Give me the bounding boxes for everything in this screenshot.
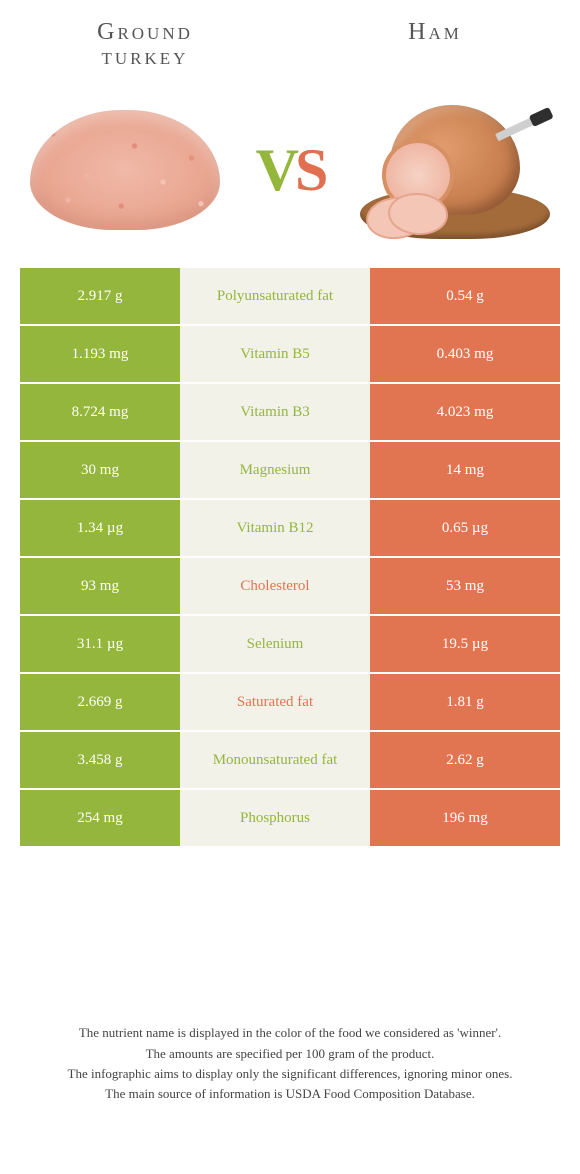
header: Ground turkey Ham (0, 0, 580, 80)
right-value-cell: 2.62 g (370, 732, 560, 790)
nutrient-label-cell: Cholesterol (180, 558, 370, 616)
vs-label: VS (240, 136, 340, 205)
nutrient-label-cell: Monounsaturated fat (180, 732, 370, 790)
left-value-cell: 2.917 g (20, 268, 180, 326)
right-value-cell: 196 mg (370, 790, 560, 848)
right-value-cell: 19.5 µg (370, 616, 560, 674)
nutrient-label-cell: Polyunsaturated fat (180, 268, 370, 326)
footer-line-3: The infographic aims to display only the… (30, 1064, 550, 1084)
right-value-cell: 1.81 g (370, 674, 560, 732)
table-row: 31.1 µgSelenium19.5 µg (20, 616, 560, 674)
table-row: 2.669 gSaturated fat1.81 g (20, 674, 560, 732)
vs-v: V (256, 137, 295, 203)
right-value-cell: 0.403 mg (370, 326, 560, 384)
left-value-cell: 30 mg (20, 442, 180, 500)
nutrient-label-cell: Selenium (180, 616, 370, 674)
nutrient-label-cell: Vitamin B5 (180, 326, 370, 384)
nutrient-label-cell: Vitamin B3 (180, 384, 370, 442)
nutrient-label-cell: Vitamin B12 (180, 500, 370, 558)
right-value-cell: 4.023 mg (370, 384, 560, 442)
right-value-cell: 14 mg (370, 442, 560, 500)
images-row: VS (0, 80, 580, 260)
right-value-cell: 0.54 g (370, 268, 560, 326)
left-food-image (20, 95, 230, 245)
left-value-cell: 31.1 µg (20, 616, 180, 674)
table-row: 30 mgMagnesium14 mg (20, 442, 560, 500)
footer-notes: The nutrient name is displayed in the co… (30, 1023, 550, 1104)
footer-line-2: The amounts are specified per 100 gram o… (30, 1044, 550, 1064)
left-value-cell: 254 mg (20, 790, 180, 848)
right-food-title: Ham (290, 20, 580, 80)
left-value-cell: 93 mg (20, 558, 180, 616)
table-row: 254 mgPhosphorus196 mg (20, 790, 560, 848)
left-value-cell: 1.193 mg (20, 326, 180, 384)
left-value-cell: 3.458 g (20, 732, 180, 790)
table-row: 2.917 gPolyunsaturated fat0.54 g (20, 268, 560, 326)
footer-line-1: The nutrient name is displayed in the co… (30, 1023, 550, 1043)
left-food-title: Ground turkey (0, 20, 290, 80)
left-food-name-line1: Ground (97, 19, 193, 45)
table-row: 8.724 mgVitamin B34.023 mg (20, 384, 560, 442)
right-food-name: Ham (408, 19, 462, 45)
nutrient-label-cell: Saturated fat (180, 674, 370, 732)
right-value-cell: 0.65 µg (370, 500, 560, 558)
right-value-cell: 53 mg (370, 558, 560, 616)
table-row: 3.458 gMonounsaturated fat2.62 g (20, 732, 560, 790)
right-food-image (350, 95, 560, 245)
footer-line-4: The main source of information is USDA F… (30, 1084, 550, 1104)
table-row: 1.34 µgVitamin B120.65 µg (20, 500, 560, 558)
ham-icon (360, 95, 550, 245)
table-row: 93 mgCholesterol53 mg (20, 558, 560, 616)
left-value-cell: 1.34 µg (20, 500, 180, 558)
table-row: 1.193 mgVitamin B50.403 mg (20, 326, 560, 384)
vs-s: S (295, 137, 324, 203)
nutrient-label-cell: Phosphorus (180, 790, 370, 848)
left-food-name-line2: turkey (102, 44, 189, 70)
nutrient-label-cell: Magnesium (180, 442, 370, 500)
left-value-cell: 2.669 g (20, 674, 180, 732)
nutrient-table: 2.917 gPolyunsaturated fat0.54 g1.193 mg… (20, 268, 560, 848)
left-value-cell: 8.724 mg (20, 384, 180, 442)
ground-turkey-icon (30, 110, 220, 230)
